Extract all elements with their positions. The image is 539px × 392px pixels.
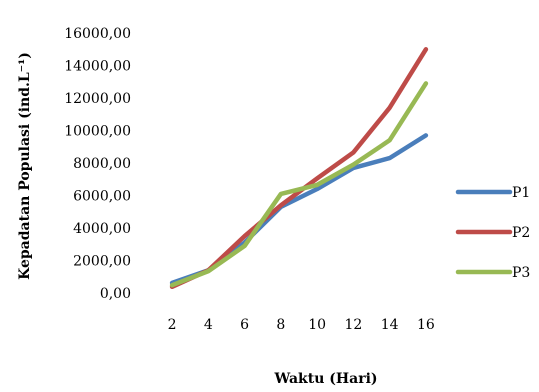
x-axis-ticks: 2 4 6 8 10 12 14 16 <box>168 317 435 333</box>
x-tick-label: 8 <box>276 317 285 333</box>
y-axis-title: Kepadatan Populasi (ind.L⁻¹) <box>17 52 33 280</box>
y-tick-label: 10000,00 <box>64 124 131 140</box>
y-tick-label: 8000,00 <box>73 156 131 172</box>
y-axis-ticks: 0,00 2000,00 4000,00 6000,00 8000,00 10000,00… <box>64 26 131 302</box>
y-tick-label: 4000,00 <box>73 221 131 237</box>
y-tick-label: 6000,00 <box>73 189 131 205</box>
series-line-p1 <box>169 133 429 286</box>
series-line-p2 <box>169 47 429 290</box>
y-tick-label: 2000,00 <box>73 254 131 270</box>
x-tick-label: 2 <box>168 317 177 333</box>
legend-label-p1: P1 <box>512 185 530 201</box>
series-lines <box>169 47 429 290</box>
x-tick-label: 14 <box>381 317 399 333</box>
y-tick-label: 16000,00 <box>64 26 131 42</box>
x-tick-label: 16 <box>417 317 435 333</box>
y-tick-label: 14000,00 <box>64 59 131 75</box>
x-axis-title: Waktu (Hari) <box>273 371 377 387</box>
x-tick-label: 10 <box>308 317 326 333</box>
x-tick-label: 6 <box>240 317 249 333</box>
y-tick-label: 0,00 <box>100 286 131 302</box>
legend-label-p3: P3 <box>512 265 530 281</box>
legend-label-p2: P2 <box>512 225 530 241</box>
x-tick-label: 4 <box>204 317 213 333</box>
y-tick-label: 12000,00 <box>64 91 131 107</box>
legend: P1 P2 P3 <box>455 185 530 281</box>
series-line-p3 <box>169 81 429 288</box>
x-tick-label: 12 <box>344 317 362 333</box>
